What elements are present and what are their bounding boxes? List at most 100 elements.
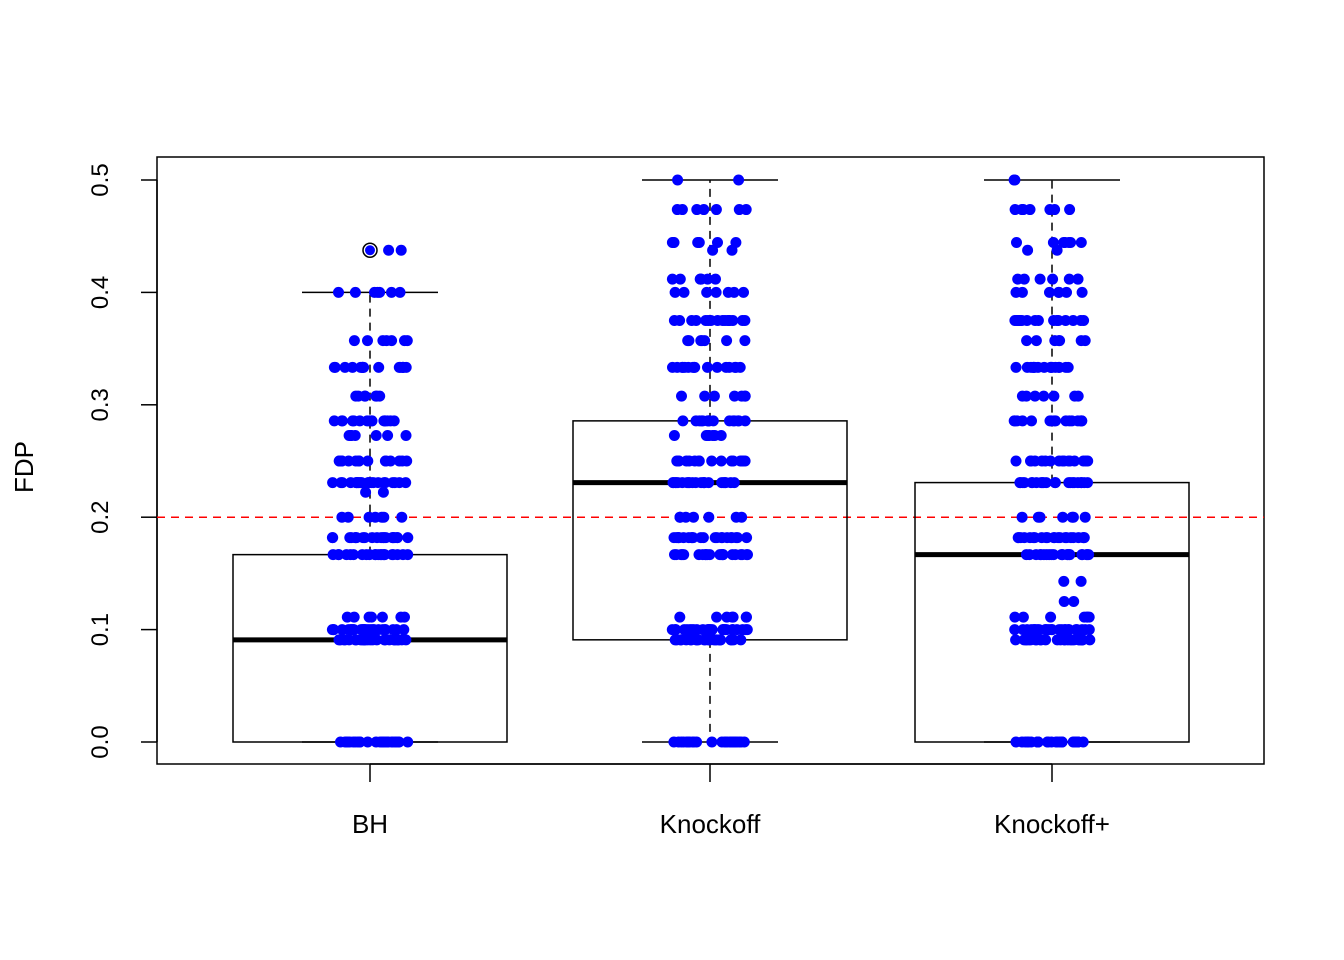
bh-point-0-21 [362,736,374,748]
bh-point-8-19 [327,477,339,489]
knockoff-point-11-2 [708,390,720,402]
bh-point-0-22 [382,736,394,748]
knockoff-plus-point-2-23 [1021,624,1033,636]
knockoff-plus-point-2-24 [1059,624,1071,636]
knockoff-point-13-0 [739,335,751,347]
x-axis: BH Knockoff Knockoff+ [352,763,1110,839]
knockoff-plus-point-15-8 [1075,315,1087,326]
knockoff-plus-point-6-19 [1056,549,1068,561]
knockoff-plus-point-4-0 [1058,596,1070,607]
bh-point-3-5 [366,611,377,623]
knockoff-point-10-5 [677,415,689,427]
bh-point-5-17 [345,532,357,544]
knockoff-plus-point-4-1 [1068,596,1080,607]
knockoff-plus-point-11-6 [1066,415,1078,427]
knockoff-plus-point-8-2 [1079,511,1091,523]
knockoff-point-20-1 [672,174,684,186]
bh-point-6-2 [396,511,408,523]
knockoff-plus-point-3-4 [1009,611,1021,623]
bh-point-13-11 [328,361,340,373]
knockoff-plus-point-21-1 [1009,174,1021,186]
knockoff-plus-point-6-21 [1046,549,1058,561]
bh-point-1-22 [371,634,383,646]
knockoff-point-10-13 [739,415,751,427]
knockoff-plus-point-14-5 [1079,335,1091,347]
knockoff-point-16-5 [702,273,714,285]
knockoff-point-11-5 [739,390,751,402]
bh-point-0-19 [390,736,402,748]
knockoff-plus-point-11-13 [1050,415,1061,427]
knockoff-point-4-21 [714,549,726,561]
knockoff-point-2-24 [691,624,703,636]
y-tick-label-1: 0.1 [87,613,114,646]
knockoff-plus-point-14-0 [1030,335,1042,347]
knockoff-point-4-18 [670,549,682,561]
knockoff-plus-point-19-5 [1047,236,1059,248]
knockoff-plus-point-13-15 [1029,361,1041,373]
bh-point-6-6 [342,511,354,523]
bh-point-16-0 [395,244,407,256]
knockoff-plus-point-1-14 [1010,634,1022,646]
bh-outlier-0 [362,242,378,258]
bh-point-4-21 [360,549,372,561]
knockoff-point-1-20 [690,634,702,646]
knockoff-plus-point-10-15 [1077,455,1089,467]
knockoff-plus-point-12-2 [1072,390,1084,402]
bh-point-13-13 [355,361,367,373]
knockoff-plus-point-2-17 [1009,624,1021,636]
knockoff-point-14-10 [686,315,698,326]
knockoff-point-1-21 [675,634,687,646]
knockoff-plus-point-7-17 [1048,532,1060,544]
knockoff-plus-point-1-24 [1035,634,1047,646]
bh-point-14-4 [386,335,398,347]
bh-point-10-2 [370,429,382,441]
knockoff-plus-x-label: Knockoff+ [994,809,1110,839]
bh-point-9-12 [333,455,345,467]
knockoff-point-7-9 [716,477,728,489]
knockoff-point-5-21 [673,532,685,544]
knockoff-plus-point-1-21 [1023,634,1035,646]
knockoff-point-9-5 [668,429,680,441]
knockoff-point-15-2 [722,286,734,298]
knockoff-plus-point-10-10 [1010,455,1022,467]
y-tick-label-2: 0.2 [87,501,114,534]
knockoff-point-12-11 [667,361,678,373]
knockoff-plus-point-2-22 [1070,624,1082,636]
bh-point-13-2 [373,361,385,373]
knockoff-point-2-22 [731,624,743,636]
knockoff-point-5-20 [686,532,698,544]
bh-point-4-15 [370,549,381,561]
y-axis: 0.0 0.1 0.2 0.3 0.4 0.5 [87,163,158,759]
knockoff-point-12-14 [734,361,746,373]
knockoff-point-8-13 [673,455,685,467]
bh-point-13-15 [394,361,406,373]
knockoff-plus-point-19-6 [1011,236,1022,248]
bh-point-0-20 [335,736,346,748]
knockoff-plus-point-10-13 [1069,455,1080,467]
knockoff-point-4-5 [726,549,738,561]
y-tick-label-3: 0.3 [87,388,114,421]
knockoff-point-19-5 [733,204,745,216]
knockoff-point-13-5 [696,335,708,347]
knockoff-plus-point-0-21 [1056,736,1068,748]
knockoff-plus-point-14-6 [1049,335,1061,347]
knockoff-point-18-6 [692,236,704,248]
knockoff-plus-point-17-2 [1063,273,1075,285]
knockoff-plus-point-17-4 [1012,273,1024,285]
knockoff-plus-point-7-16 [1024,532,1036,544]
knockoff-plus-point-11-15 [1017,415,1028,427]
knockoff-point-2-23 [704,624,716,636]
bh-point-8-20 [372,477,384,489]
knockoff-point-12-15 [682,361,694,373]
knockoff-plus-point-9-21 [1063,477,1075,489]
bh-point-7-0 [377,486,389,498]
knockoff-plus-point-1-25 [1062,634,1074,646]
bh-point-15-0 [394,286,406,298]
bh-point-10-5 [382,429,394,441]
bh-point-9-9 [362,455,374,467]
knockoff-plus-point-11-14 [1026,415,1037,427]
knockoff-plus-point-19-3 [1065,236,1077,248]
knockoff-plus-point-3-0 [1045,611,1057,623]
knockoff-point-14-14 [705,315,717,326]
knockoff-point-3-6 [721,611,733,623]
